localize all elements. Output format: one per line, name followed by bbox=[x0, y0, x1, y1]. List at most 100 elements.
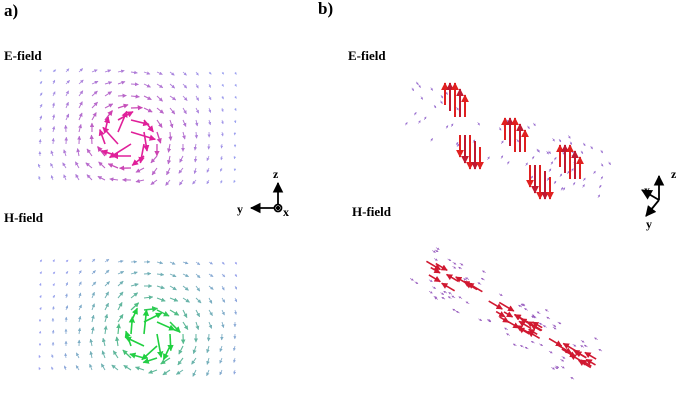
field-arrow bbox=[182, 71, 187, 76]
field-arrow bbox=[143, 107, 153, 113]
view-title: H-field bbox=[352, 204, 392, 219]
field-arrow bbox=[65, 271, 69, 275]
field-arrow bbox=[430, 87, 433, 91]
field-arrow bbox=[78, 90, 84, 97]
field-arrow bbox=[143, 95, 152, 101]
field-arrow bbox=[78, 68, 84, 73]
field-arrow bbox=[191, 357, 197, 365]
field-arrow bbox=[221, 107, 224, 112]
field-arrow bbox=[195, 321, 200, 331]
field-arrow bbox=[78, 292, 82, 299]
field-arrow bbox=[498, 127, 502, 131]
field-arrow bbox=[156, 297, 166, 302]
field-arrow bbox=[104, 81, 113, 85]
field-arrow bbox=[487, 156, 490, 160]
field-arrow bbox=[423, 116, 427, 120]
field-arrow bbox=[451, 295, 456, 299]
field-arrow bbox=[527, 125, 530, 130]
field-arrow bbox=[103, 325, 108, 335]
field-arrow bbox=[182, 131, 186, 140]
field-arrow bbox=[532, 321, 543, 329]
field-arrow bbox=[117, 314, 124, 323]
field-arrow bbox=[169, 107, 176, 115]
field-arrow bbox=[208, 83, 211, 88]
field-arrow bbox=[548, 350, 553, 354]
field-arrow bbox=[122, 349, 132, 359]
field-arrow bbox=[572, 344, 577, 347]
field-arrow bbox=[580, 150, 584, 154]
field-arrow bbox=[65, 259, 69, 263]
field-arrow bbox=[65, 305, 69, 311]
field-arrow bbox=[570, 376, 575, 380]
field-arrow bbox=[169, 285, 177, 291]
field-arrow bbox=[91, 303, 95, 311]
field-arrow bbox=[560, 359, 565, 362]
field-arrow bbox=[63, 174, 67, 181]
field-arrow bbox=[39, 282, 42, 287]
field-arrow bbox=[138, 143, 145, 164]
field-arrow bbox=[206, 345, 210, 354]
field-arrow bbox=[501, 140, 504, 144]
field-arrow bbox=[117, 80, 126, 85]
field-arrow bbox=[39, 80, 43, 85]
field-arrow bbox=[600, 163, 604, 167]
field-arrow bbox=[135, 366, 145, 371]
field-arrow bbox=[482, 270, 486, 273]
field-arrow bbox=[428, 291, 433, 294]
field-arrow bbox=[39, 92, 43, 97]
field-arrow bbox=[130, 271, 138, 275]
field-arrow bbox=[465, 277, 470, 280]
field-arrow bbox=[39, 295, 42, 299]
field-arrow bbox=[456, 107, 459, 111]
field-arrow bbox=[182, 95, 188, 101]
field-arrow bbox=[78, 112, 83, 121]
field-arrow bbox=[101, 337, 106, 347]
field-arrow bbox=[124, 336, 145, 347]
field-arrow bbox=[143, 119, 154, 133]
field-arrow bbox=[178, 345, 184, 355]
field-arrow bbox=[162, 345, 171, 361]
field-arrow bbox=[78, 304, 82, 311]
field-arrow bbox=[221, 273, 226, 278]
field-arrow bbox=[562, 187, 566, 191]
field-arrow bbox=[52, 91, 56, 97]
field-arrow bbox=[414, 281, 419, 285]
field-arrow bbox=[206, 369, 210, 377]
field-arrow bbox=[195, 83, 199, 89]
field-arrow bbox=[156, 261, 164, 265]
field-arrow bbox=[156, 131, 162, 144]
field-arrow bbox=[234, 83, 237, 87]
field-arrow bbox=[553, 180, 557, 185]
field-arrow bbox=[104, 291, 110, 299]
axis-triad bbox=[249, 181, 284, 214]
field-arrow bbox=[89, 338, 94, 347]
field-arrow bbox=[156, 95, 163, 102]
field-arrow bbox=[195, 309, 201, 318]
field-arrow bbox=[548, 168, 552, 172]
field-arrow bbox=[432, 286, 436, 289]
field-arrow bbox=[104, 258, 110, 263]
field-arrow bbox=[580, 345, 585, 348]
field-arrow bbox=[573, 349, 587, 359]
field-arrow bbox=[430, 266, 441, 274]
field-arrow bbox=[463, 278, 468, 281]
field-arrow bbox=[52, 271, 56, 275]
field-arrow bbox=[130, 94, 140, 99]
field-arrow bbox=[208, 297, 213, 304]
axis-label: z bbox=[671, 167, 677, 181]
field-arrow bbox=[193, 143, 198, 151]
field-arrow bbox=[39, 69, 42, 73]
field-arrow bbox=[504, 327, 508, 331]
field-arrow bbox=[516, 138, 519, 143]
field-arrow bbox=[39, 271, 42, 275]
field-arrow bbox=[233, 357, 236, 363]
field-arrow bbox=[156, 321, 176, 331]
field-arrow bbox=[221, 309, 225, 316]
field-arrow bbox=[78, 259, 82, 263]
field-arrow bbox=[234, 309, 237, 315]
field-arrow bbox=[117, 280, 124, 287]
field-arrow bbox=[220, 143, 224, 149]
field-arrow bbox=[208, 107, 212, 113]
field-arrow bbox=[487, 318, 492, 322]
field-arrow bbox=[142, 357, 158, 364]
